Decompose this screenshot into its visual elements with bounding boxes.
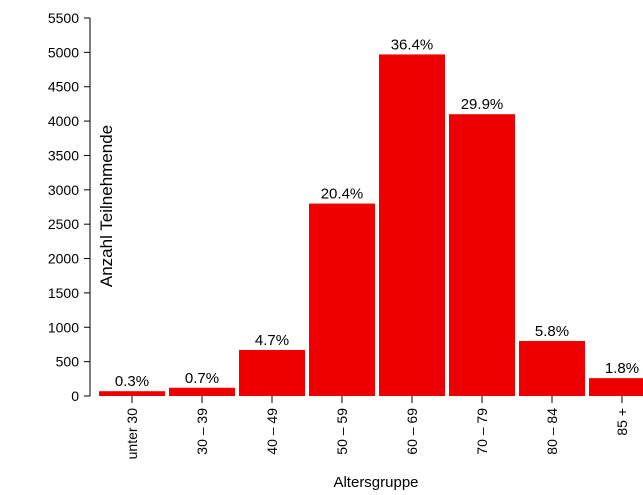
y-tick-label: 5000	[48, 44, 79, 60]
data-label: 29.9%	[461, 96, 504, 113]
y-tick-label: 3500	[48, 147, 79, 163]
bar	[449, 114, 515, 396]
y-tick-label: 1500	[48, 285, 79, 301]
bars: 0.3% 0.7% 4.7% 20.4% 36.4% 29.9% 5.8% 1.8%	[99, 36, 643, 397]
y-tick-label: 4000	[48, 113, 79, 129]
data-label: 5.8%	[535, 323, 569, 340]
y-axis: 0 500 1000 1500 2000 2500 3000 3500 4000 4500 5000…	[48, 10, 91, 404]
x-tick-label: 50 – 59	[334, 408, 350, 455]
data-label: 0.7%	[185, 370, 219, 387]
x-tick-label: 40 – 49	[264, 408, 280, 455]
x-tick-label: 70 – 79	[474, 408, 490, 455]
bar	[99, 391, 165, 396]
data-label: 0.3%	[115, 373, 149, 390]
y-tick-label: 1000	[48, 319, 79, 335]
data-label: 20.4%	[321, 186, 364, 203]
bar	[519, 341, 585, 396]
x-tick-label: 30 – 39	[194, 408, 210, 455]
y-tick-label: 5500	[48, 10, 79, 26]
data-label: 4.7%	[255, 332, 289, 349]
x-axis: unter 30 30 – 39 40 – 49 50 – 59 60 – 69 70 –…	[124, 396, 630, 459]
y-tick-label: 2000	[48, 251, 79, 267]
y-tick-label: 4500	[48, 79, 79, 95]
x-tick-label: 60 – 69	[404, 408, 420, 455]
y-tick-label: 500	[56, 354, 80, 370]
x-tick-label: unter 30	[124, 408, 140, 460]
y-tick-label: 0	[71, 388, 79, 404]
x-tick-label: 85 +	[614, 408, 630, 436]
bar	[589, 378, 643, 396]
y-tick-label: 3000	[48, 182, 79, 198]
bar	[239, 349, 305, 396]
data-label: 1.8%	[605, 360, 639, 377]
y-tick-label: 2500	[48, 216, 79, 232]
x-tick-label: 80 – 84	[544, 408, 560, 455]
bar	[309, 203, 375, 396]
bar	[169, 387, 235, 396]
bar	[379, 54, 445, 397]
x-axis-label: Altersgruppe	[333, 474, 418, 491]
y-axis-label: Anzahl Teilnehmende	[97, 125, 116, 287]
data-label: 36.4%	[391, 36, 434, 53]
